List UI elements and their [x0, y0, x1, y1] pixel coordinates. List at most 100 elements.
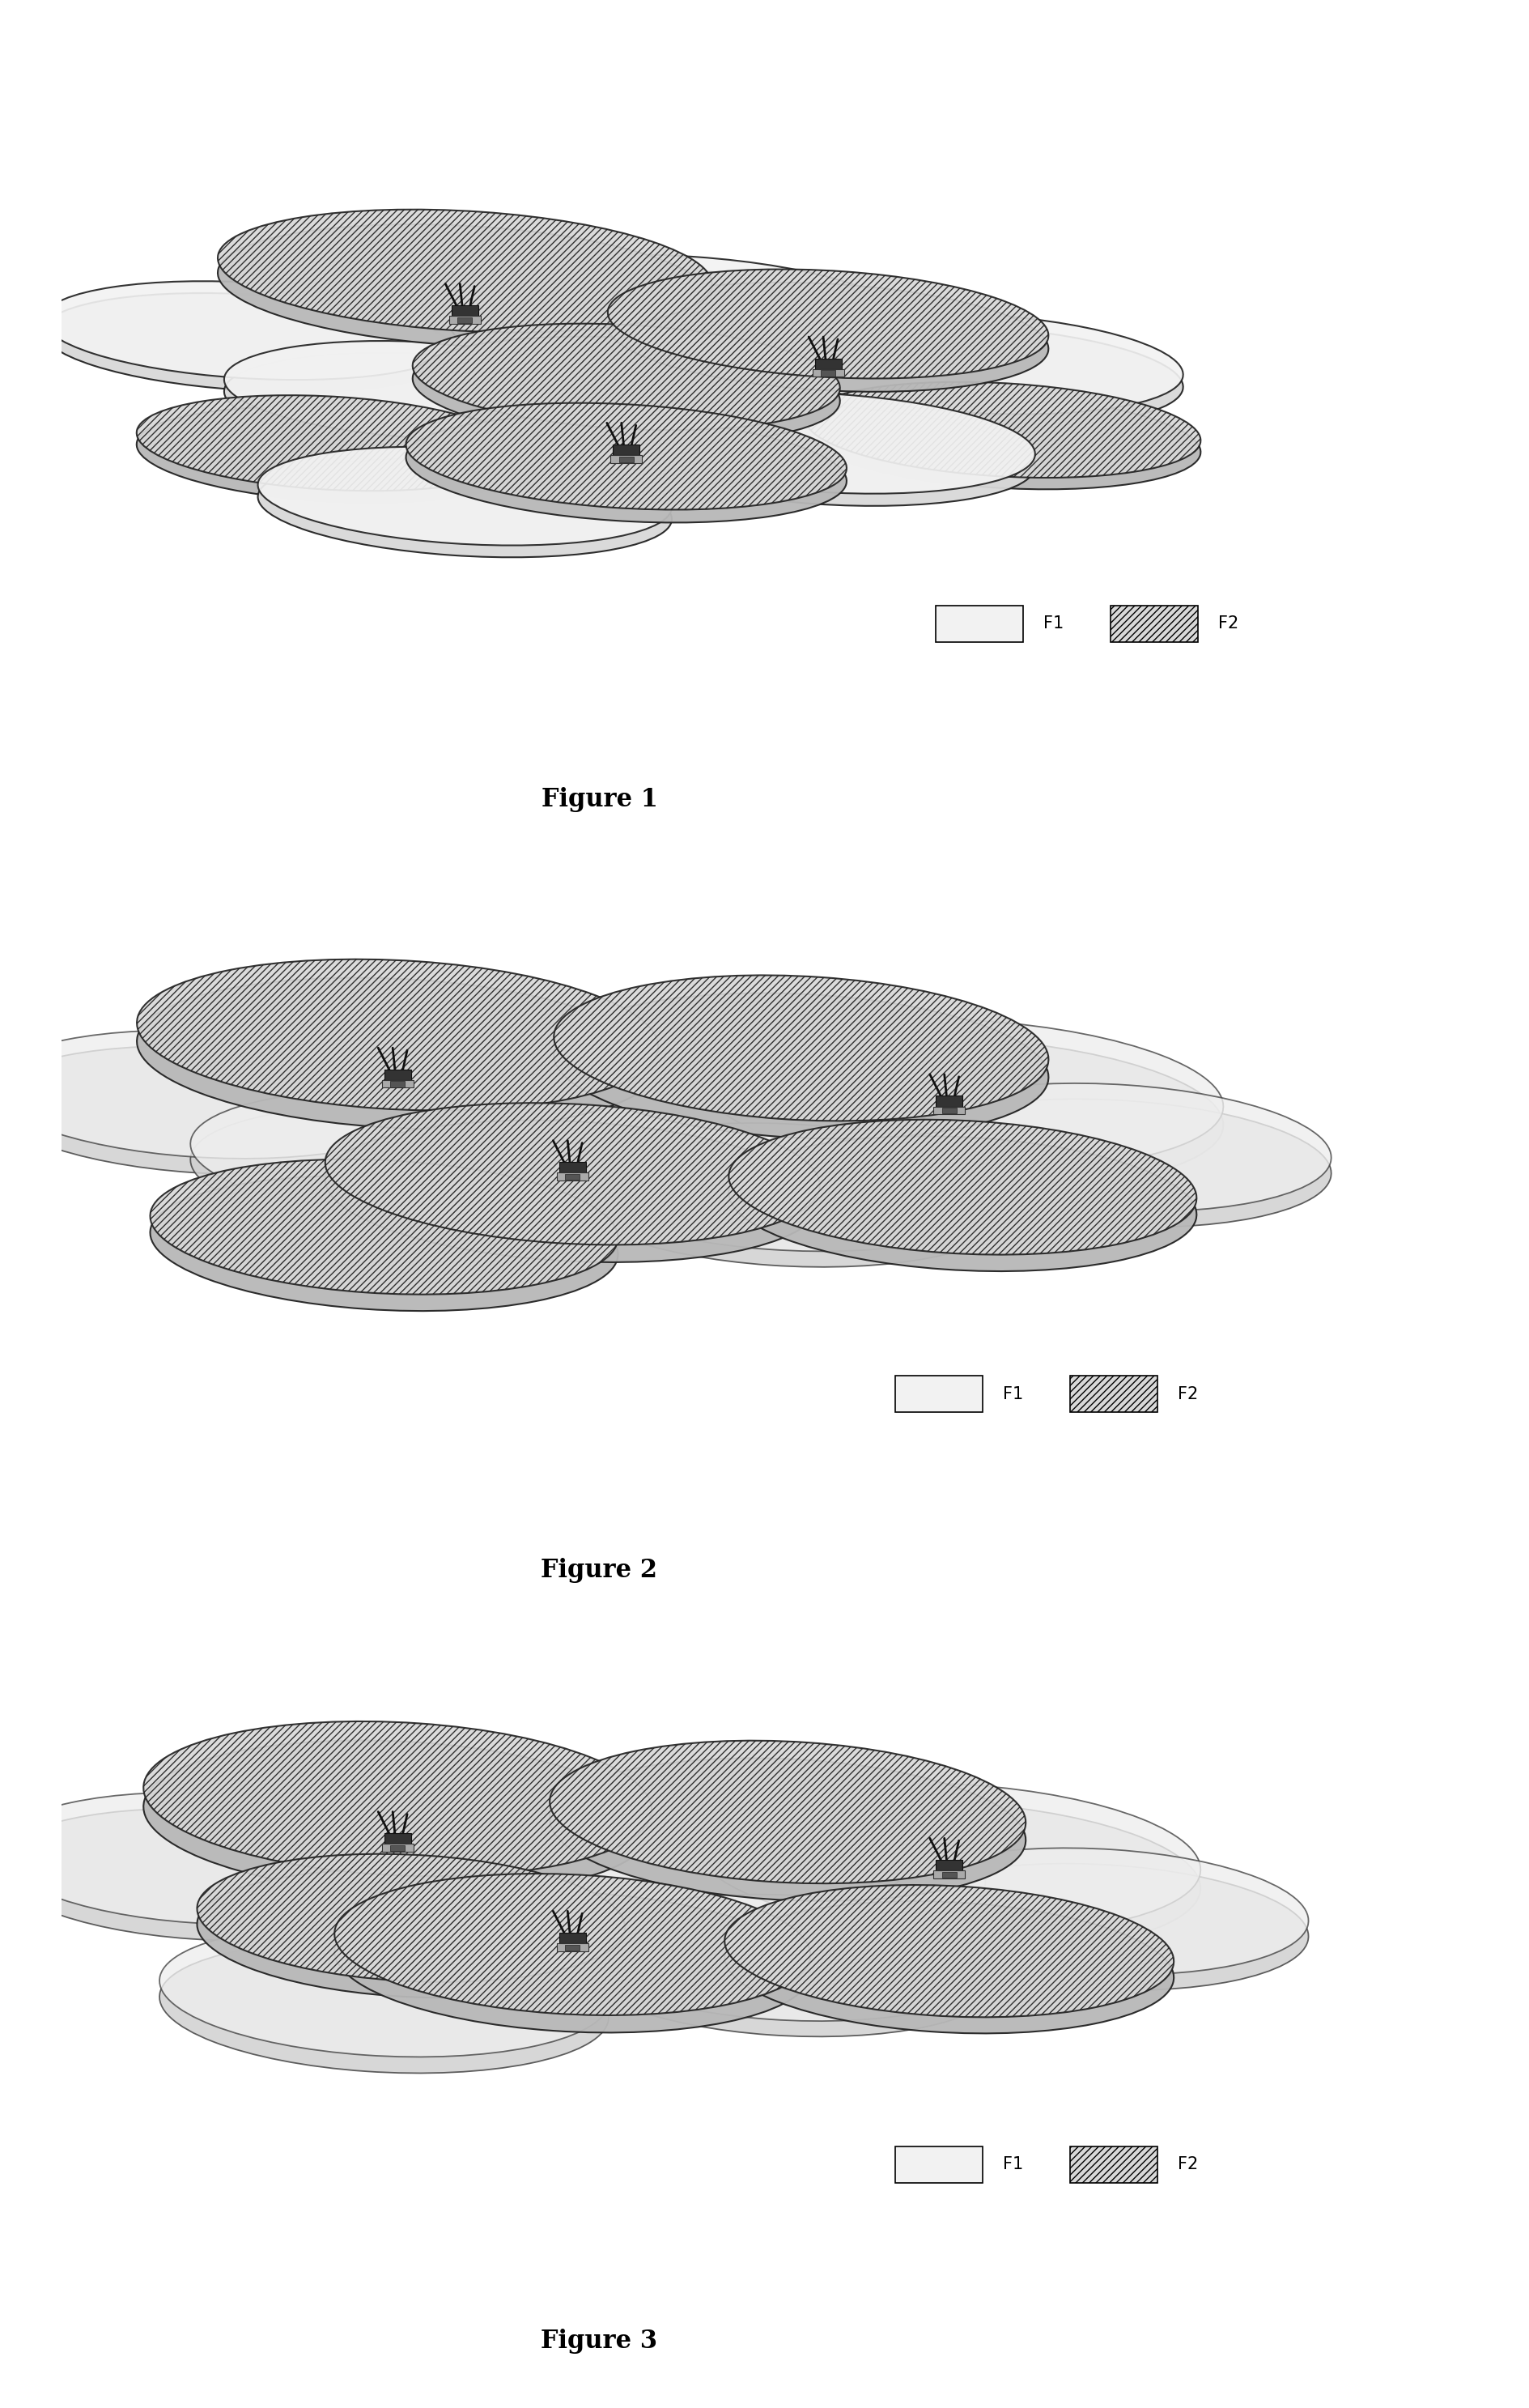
Ellipse shape — [553, 975, 1049, 1122]
Ellipse shape — [225, 354, 625, 450]
FancyBboxPatch shape — [566, 1946, 579, 1950]
Text: Figure 2: Figure 2 — [541, 1558, 657, 1582]
FancyBboxPatch shape — [390, 1081, 405, 1086]
FancyBboxPatch shape — [821, 371, 835, 376]
FancyBboxPatch shape — [557, 1943, 589, 1950]
FancyBboxPatch shape — [934, 1108, 965, 1115]
Ellipse shape — [191, 1105, 631, 1233]
Text: Figure 3: Figure 3 — [541, 2329, 657, 2353]
FancyBboxPatch shape — [390, 1845, 405, 1852]
FancyBboxPatch shape — [557, 1173, 589, 1180]
FancyBboxPatch shape — [942, 1871, 957, 1878]
Ellipse shape — [159, 1941, 609, 2073]
Ellipse shape — [567, 1139, 1008, 1267]
Ellipse shape — [217, 224, 713, 347]
Ellipse shape — [197, 1869, 625, 1999]
FancyBboxPatch shape — [560, 1934, 586, 1943]
FancyBboxPatch shape — [936, 1859, 963, 1871]
Ellipse shape — [890, 1084, 1332, 1211]
FancyBboxPatch shape — [934, 1871, 965, 1878]
Ellipse shape — [335, 1873, 810, 2015]
FancyBboxPatch shape — [619, 458, 633, 462]
Ellipse shape — [138, 978, 657, 1129]
Ellipse shape — [338, 1031, 806, 1165]
Ellipse shape — [191, 1091, 631, 1218]
FancyBboxPatch shape — [942, 1108, 957, 1112]
FancyBboxPatch shape — [936, 1096, 963, 1108]
Ellipse shape — [885, 1847, 1309, 1975]
Ellipse shape — [258, 448, 671, 544]
Ellipse shape — [528, 1040, 995, 1175]
Ellipse shape — [413, 337, 839, 443]
FancyBboxPatch shape — [610, 455, 642, 462]
Ellipse shape — [576, 1910, 998, 2037]
Ellipse shape — [697, 1782, 1200, 1934]
Ellipse shape — [576, 1895, 998, 2020]
Ellipse shape — [0, 1808, 424, 1941]
Text: F1: F1 — [1003, 1387, 1023, 1401]
Text: F2: F2 — [1177, 2158, 1199, 2172]
FancyBboxPatch shape — [450, 315, 480, 323]
Ellipse shape — [725, 1885, 1174, 2018]
FancyBboxPatch shape — [1070, 2146, 1157, 2182]
FancyBboxPatch shape — [451, 306, 479, 315]
Text: Figure 1: Figure 1 — [541, 787, 657, 811]
Ellipse shape — [537, 1806, 985, 1938]
FancyBboxPatch shape — [384, 1832, 411, 1845]
Ellipse shape — [0, 1792, 424, 1924]
FancyBboxPatch shape — [613, 445, 639, 455]
Ellipse shape — [550, 1758, 1026, 1900]
Ellipse shape — [725, 1902, 1174, 2032]
Ellipse shape — [550, 1741, 1026, 1883]
Ellipse shape — [144, 1722, 651, 1876]
FancyBboxPatch shape — [1110, 604, 1199, 643]
Ellipse shape — [621, 405, 1035, 506]
Ellipse shape — [136, 407, 524, 503]
Ellipse shape — [697, 1801, 1200, 1953]
Ellipse shape — [405, 417, 847, 523]
FancyBboxPatch shape — [936, 604, 1023, 643]
Ellipse shape — [806, 383, 1200, 477]
Ellipse shape — [144, 1741, 651, 1895]
Ellipse shape — [413, 323, 839, 431]
FancyBboxPatch shape — [560, 1163, 586, 1173]
Ellipse shape — [346, 1794, 800, 1929]
FancyBboxPatch shape — [896, 1375, 983, 1411]
FancyBboxPatch shape — [566, 1173, 579, 1180]
Ellipse shape — [702, 1019, 1223, 1170]
FancyBboxPatch shape — [457, 318, 472, 323]
Ellipse shape — [769, 325, 1183, 426]
Text: F1: F1 — [1003, 2158, 1023, 2172]
FancyBboxPatch shape — [815, 359, 841, 368]
Ellipse shape — [346, 1777, 800, 1912]
Ellipse shape — [607, 282, 1049, 393]
Ellipse shape — [326, 1103, 820, 1245]
Ellipse shape — [885, 1864, 1309, 1991]
Ellipse shape — [769, 313, 1183, 414]
Ellipse shape — [43, 282, 457, 380]
Ellipse shape — [225, 342, 625, 438]
Text: F2: F2 — [1219, 616, 1238, 631]
Ellipse shape — [729, 1137, 1197, 1271]
Ellipse shape — [528, 1057, 995, 1192]
Ellipse shape — [607, 270, 1049, 378]
Ellipse shape — [453, 255, 907, 366]
Text: F2: F2 — [1177, 1387, 1199, 1401]
FancyBboxPatch shape — [382, 1081, 413, 1088]
FancyBboxPatch shape — [384, 1069, 411, 1081]
Ellipse shape — [136, 395, 524, 491]
Ellipse shape — [258, 458, 671, 556]
Ellipse shape — [567, 1122, 1008, 1252]
Ellipse shape — [621, 393, 1035, 494]
Ellipse shape — [150, 1175, 618, 1310]
Ellipse shape — [43, 294, 457, 393]
Text: F1: F1 — [1043, 616, 1064, 631]
Ellipse shape — [405, 402, 847, 510]
Ellipse shape — [150, 1158, 618, 1296]
Ellipse shape — [729, 1120, 1197, 1255]
Ellipse shape — [806, 393, 1200, 489]
FancyBboxPatch shape — [896, 2146, 983, 2182]
Ellipse shape — [217, 209, 713, 332]
Ellipse shape — [553, 992, 1049, 1139]
FancyBboxPatch shape — [382, 1845, 413, 1852]
